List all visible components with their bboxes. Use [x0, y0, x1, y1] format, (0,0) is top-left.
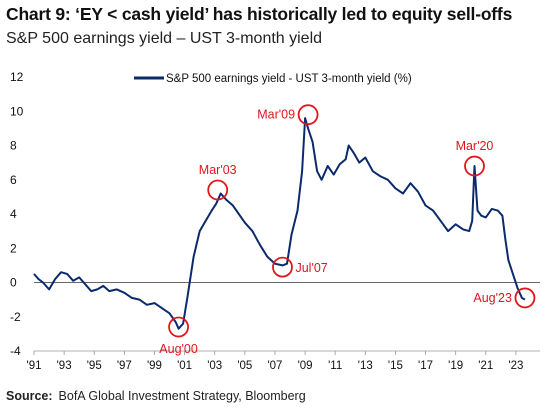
y-tick-label: 8 — [10, 139, 17, 153]
x-tick-label: '21 — [478, 360, 493, 372]
x-tick-label: '11 — [328, 360, 342, 372]
annotation-label: Aug'00 — [159, 342, 198, 356]
annotation-label: Jul'07 — [295, 261, 327, 275]
x-tick-label: '99 — [147, 360, 162, 372]
source-text: BofA Global Investment Strategy, Bloombe… — [58, 389, 306, 403]
annotation-label: Mar'20 — [456, 139, 494, 153]
annotation-label: Aug'23 — [473, 291, 512, 305]
y-tick-label: 12 — [10, 70, 24, 84]
x-tick-label: '91 — [27, 360, 42, 372]
annotation-circle — [297, 104, 319, 126]
annotation-circle — [514, 287, 536, 309]
legend-label: S&P 500 earnings yield - UST 3-month yie… — [166, 73, 412, 85]
y-tick-label: 4 — [10, 207, 17, 221]
x-tick-label: '03 — [207, 360, 222, 372]
x-tick-label: '97 — [117, 360, 132, 372]
annotation-label: Mar'03 — [199, 163, 237, 177]
y-tick-label: 2 — [10, 241, 17, 255]
series-line — [33, 117, 526, 330]
x-tick-label: '01 — [177, 360, 192, 372]
y-tick-label: 6 — [10, 173, 17, 187]
x-tick-label: '15 — [388, 360, 403, 372]
x-tick-label: '09 — [298, 360, 313, 372]
y-tick-label: 10 — [10, 104, 24, 118]
chart-title: Chart 9: ‘EY < cash yield’ has historica… — [6, 4, 513, 24]
x-tick-label: '19 — [448, 360, 463, 372]
x-tick-label: '93 — [57, 360, 72, 372]
annotation-circle — [168, 316, 189, 338]
y-tick-label: -2 — [10, 310, 21, 324]
source-note: Source: BofA Global Investment Strategy, … — [6, 389, 306, 403]
y-tick-label: -4 — [10, 344, 21, 358]
x-tick-label: '05 — [237, 360, 252, 372]
x-tick-label: '17 — [418, 360, 433, 372]
annotation-circle — [207, 179, 229, 201]
annotation-circle — [272, 256, 293, 278]
chart-subtitle: S&P 500 earnings yield – UST 3-month yie… — [6, 30, 323, 47]
x-tick-label: '23 — [508, 360, 523, 372]
annotation-label: Mar'09 — [257, 108, 295, 122]
y-tick-label: 0 — [10, 276, 17, 290]
x-tick-label: '95 — [87, 360, 102, 372]
x-tick-label: '13 — [358, 360, 373, 372]
x-tick-label: '07 — [267, 360, 282, 372]
annotation-circle — [464, 155, 485, 177]
source-label: Source: — [6, 389, 53, 403]
